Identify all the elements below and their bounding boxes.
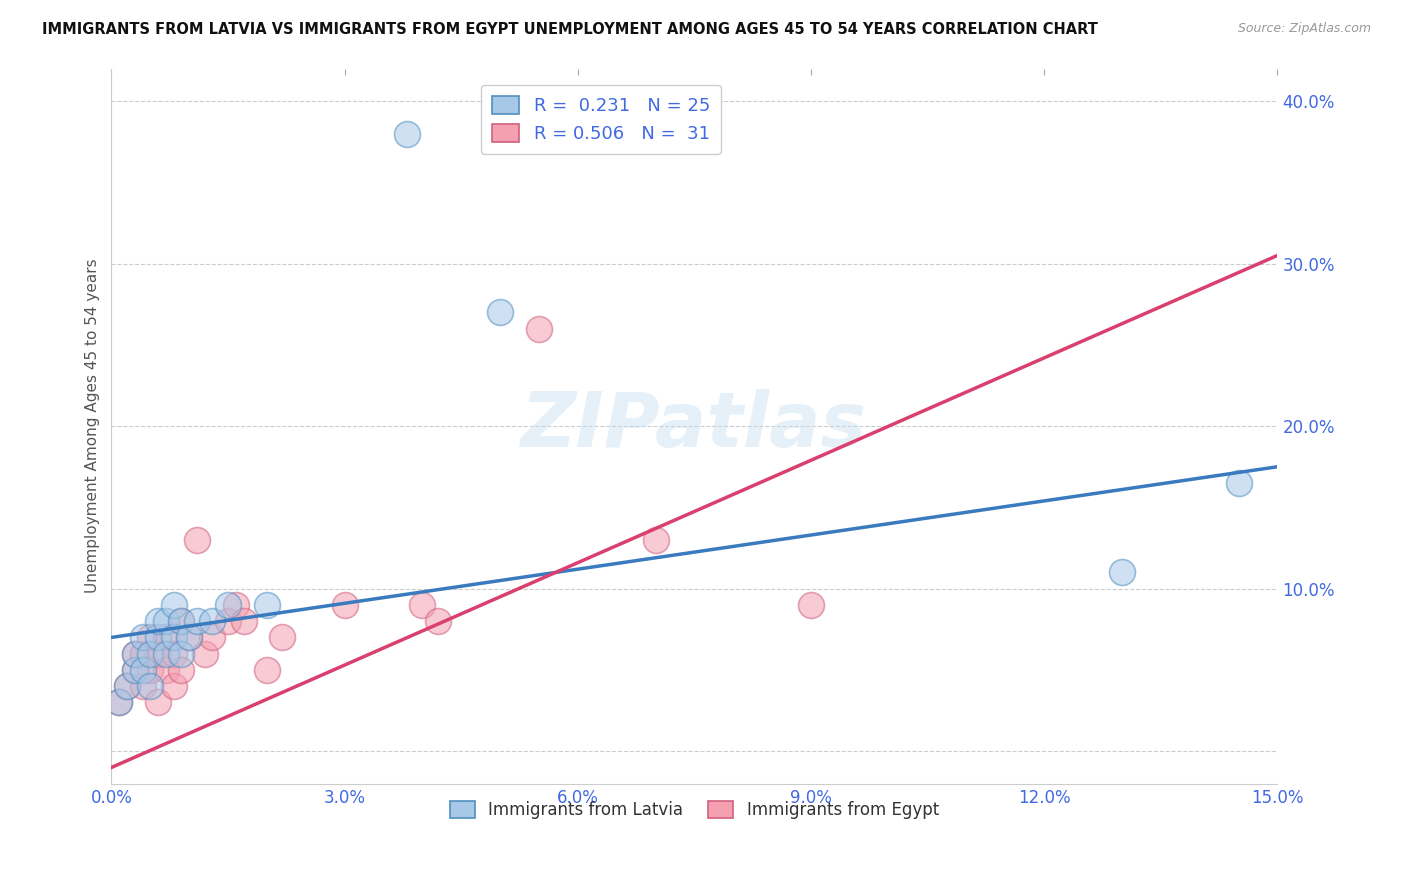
Point — [115, 679, 138, 693]
Point — [489, 305, 512, 319]
Point — [186, 614, 208, 628]
Point — [170, 614, 193, 628]
Legend: Immigrants from Latvia, Immigrants from Egypt: Immigrants from Latvia, Immigrants from … — [443, 794, 945, 825]
Point — [411, 598, 433, 612]
Point — [162, 631, 184, 645]
Point — [146, 696, 169, 710]
Point — [162, 647, 184, 661]
Point — [139, 631, 162, 645]
Point — [1227, 476, 1250, 491]
Point — [170, 647, 193, 661]
Point — [155, 647, 177, 661]
Point — [146, 631, 169, 645]
Point — [139, 679, 162, 693]
Point — [256, 598, 278, 612]
Point — [139, 663, 162, 677]
Point — [395, 127, 418, 141]
Text: IMMIGRANTS FROM LATVIA VS IMMIGRANTS FROM EGYPT UNEMPLOYMENT AMONG AGES 45 TO 54: IMMIGRANTS FROM LATVIA VS IMMIGRANTS FRO… — [42, 22, 1098, 37]
Y-axis label: Unemployment Among Ages 45 to 54 years: Unemployment Among Ages 45 to 54 years — [86, 259, 100, 593]
Point — [108, 696, 131, 710]
Point — [170, 663, 193, 677]
Point — [201, 631, 224, 645]
Point — [155, 663, 177, 677]
Point — [201, 614, 224, 628]
Point — [155, 631, 177, 645]
Point — [179, 631, 201, 645]
Point — [256, 663, 278, 677]
Point — [124, 663, 146, 677]
Point — [131, 631, 153, 645]
Point — [162, 679, 184, 693]
Point — [333, 598, 356, 612]
Point — [124, 647, 146, 661]
Point — [131, 647, 153, 661]
Text: Source: ZipAtlas.com: Source: ZipAtlas.com — [1237, 22, 1371, 36]
Point — [146, 614, 169, 628]
Point — [146, 647, 169, 661]
Point — [115, 679, 138, 693]
Point — [232, 614, 254, 628]
Point — [800, 598, 823, 612]
Point — [162, 598, 184, 612]
Point — [179, 631, 201, 645]
Point — [139, 647, 162, 661]
Point — [170, 614, 193, 628]
Text: ZIPatlas: ZIPatlas — [522, 389, 868, 463]
Point — [194, 647, 217, 661]
Point — [124, 663, 146, 677]
Point — [426, 614, 449, 628]
Point — [108, 696, 131, 710]
Point — [124, 647, 146, 661]
Point — [131, 679, 153, 693]
Point — [186, 533, 208, 547]
Point — [217, 598, 239, 612]
Point — [271, 631, 294, 645]
Point — [225, 598, 247, 612]
Point — [131, 663, 153, 677]
Point — [644, 533, 666, 547]
Point — [217, 614, 239, 628]
Point — [155, 614, 177, 628]
Point — [1111, 566, 1133, 580]
Point — [527, 321, 550, 335]
